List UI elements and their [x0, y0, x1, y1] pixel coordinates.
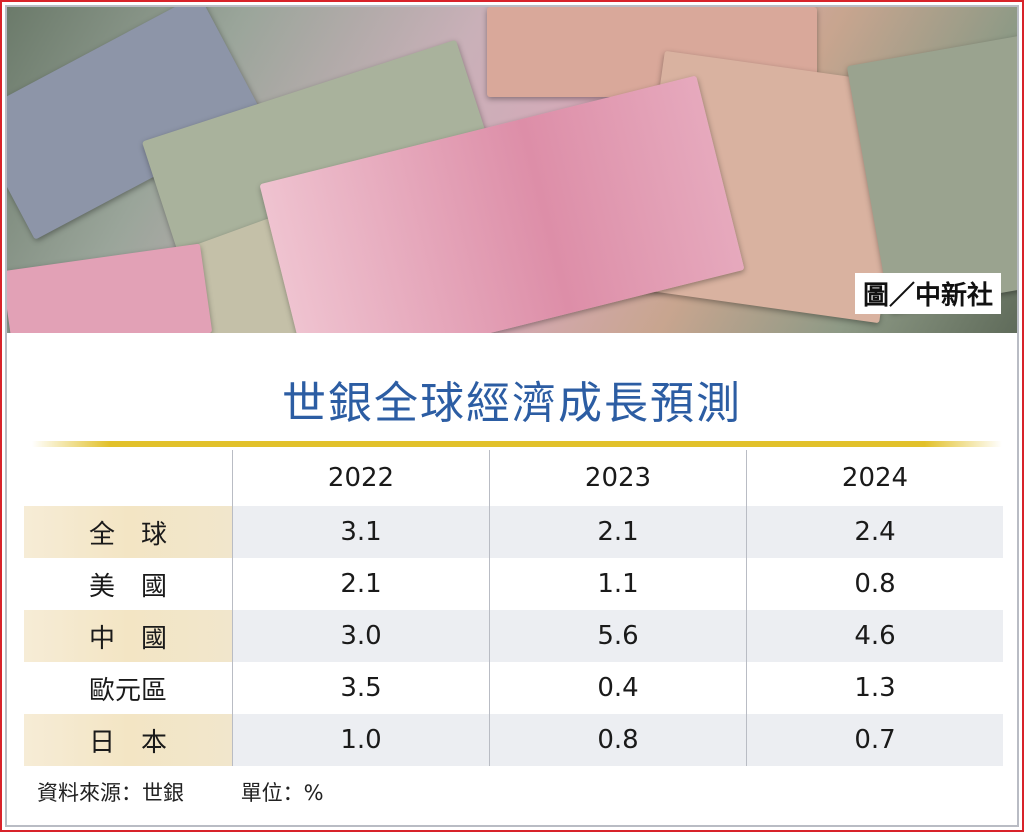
row-label: 日 本 [24, 714, 233, 766]
corner-cell [24, 450, 233, 506]
cell: 3.1 [232, 506, 490, 558]
cell: 4.6 [746, 610, 1003, 662]
divider [32, 441, 1002, 447]
header-row: 2022 2023 2024 [24, 450, 1003, 506]
table-row: 歐元區 3.5 0.4 1.3 [24, 662, 1003, 714]
cell: 0.4 [489, 662, 747, 714]
banknotes-photo: 圖／中新社 [7, 7, 1017, 333]
forecast-table: 2022 2023 2024 全 球 3.1 2.1 2.4 美 國 2.1 1… [24, 450, 1003, 766]
table-row: 日 本 1.0 0.8 0.7 [24, 714, 1003, 766]
column-header: 2023 [489, 450, 747, 506]
cell: 2.1 [232, 558, 490, 610]
cell: 1.3 [746, 662, 1003, 714]
rmb-note-left [7, 243, 213, 333]
cell: 3.0 [232, 610, 490, 662]
column-header: 2024 [746, 450, 1003, 506]
table-row: 全 球 3.1 2.1 2.4 [24, 506, 1003, 558]
row-label: 中 國 [24, 610, 233, 662]
column-header: 2022 [232, 450, 490, 506]
cell: 0.8 [746, 558, 1003, 610]
page-title: 世銀全球經濟成長預測 [282, 378, 742, 429]
source-note: 資料來源：世銀 [37, 781, 184, 805]
cell: 3.5 [232, 662, 490, 714]
cell: 0.8 [489, 714, 747, 766]
cell: 1.1 [489, 558, 747, 610]
cell: 2.1 [489, 506, 747, 558]
row-label: 歐元區 [88, 675, 167, 706]
row-label: 美 國 [88, 571, 167, 602]
cell: 1.0 [232, 714, 490, 766]
footer: 資料來源：世銀 單位：% [37, 777, 374, 807]
cell: 0.7 [746, 714, 1003, 766]
table-row: 美 國 2.1 1.1 0.8 [24, 558, 1003, 610]
photo-credit: 圖／中新社 [854, 273, 1001, 314]
table-row: 中 國 3.0 5.6 4.6 [24, 610, 1003, 662]
unit-note: 單位：% [240, 781, 324, 805]
cell: 2.4 [746, 506, 1003, 558]
cell: 5.6 [489, 610, 747, 662]
row-label: 全 球 [24, 506, 233, 558]
infographic: 圖／中新社 世銀全球經濟成長預測 2022 2023 2024 全 球 3.1 … [5, 5, 1019, 827]
